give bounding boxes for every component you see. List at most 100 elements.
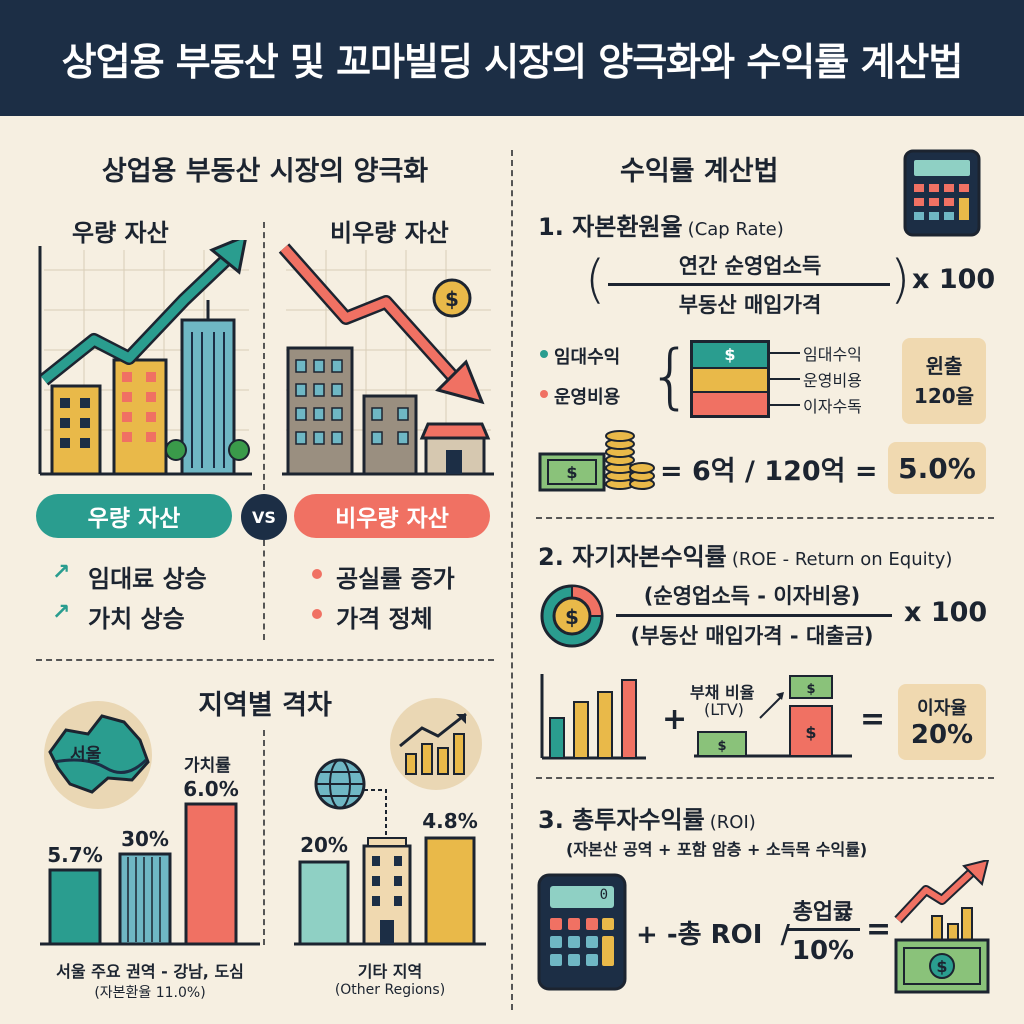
principal-box: 윈출 120을 xyxy=(902,338,986,424)
rising-arrow-icon: ↗ xyxy=(52,600,71,625)
cap-equation: = 6억 / 120억 = xyxy=(660,456,878,487)
other-bar xyxy=(424,836,476,946)
bad-point-2: 가격 정체 xyxy=(336,605,433,633)
roi-title: 3. 총투자수익률 xyxy=(538,806,705,834)
fraction-bar xyxy=(616,614,892,617)
growth-chart-icon xyxy=(390,698,482,790)
bullet-dot-icon xyxy=(312,569,322,579)
regional-divider xyxy=(263,730,265,945)
bad-asset-pill: 비우량 자산 xyxy=(294,494,490,538)
center-divider xyxy=(511,150,513,1010)
other-bar-label: 20% xyxy=(300,833,348,857)
calc-title: 수익률 계산법 xyxy=(620,156,779,187)
equals-sign: = xyxy=(860,702,886,737)
fraction-bar xyxy=(608,283,890,286)
seoul-subcaption: (자본환율 11.0%) xyxy=(94,985,206,1001)
cap-multiplier: x 100 xyxy=(912,264,996,295)
calculator-icon xyxy=(903,149,981,237)
cap-rate-title: 1. 자본환원율 xyxy=(538,213,683,241)
seoul-bar-label: 30% xyxy=(121,827,169,851)
vs-badge: VS xyxy=(241,494,287,540)
other-regions-chart: 20% 4.8% xyxy=(294,758,486,946)
roi-frac-bottom: 10% xyxy=(791,936,855,966)
svg-text:$: $ xyxy=(717,739,726,754)
ltv-label: 부채 비율 xyxy=(690,683,755,702)
polarization-title: 상업용 부동산 시장의 양극화 xyxy=(101,156,429,187)
open-paren: ( xyxy=(585,250,606,310)
roe-multiplier: x 100 xyxy=(904,597,988,628)
brace: { xyxy=(648,335,693,417)
roe-title-en: (ROE - Return on Equity) xyxy=(731,549,953,570)
page-title: 상업용 부동산 및 꼬마빌딩 시장의 양극화와 수익률 계산법 xyxy=(61,39,964,84)
cash-coins-icon: $ xyxy=(538,430,655,492)
coin-pie-icon: $ xyxy=(540,584,604,648)
svg-text:$: $ xyxy=(566,463,577,482)
seoul-map-icon xyxy=(44,701,152,809)
good-bad-divider xyxy=(263,222,265,490)
fraction-bar xyxy=(786,928,860,931)
cap-denominator: 부동산 매입가격 xyxy=(678,293,822,317)
money-growth-icon: $ xyxy=(894,860,990,994)
right-divider-1 xyxy=(536,517,994,519)
rising-arrow-icon: ↗ xyxy=(52,560,71,585)
seoul-caption: 서울 주요 권역 - 강남, 도심 xyxy=(56,962,244,981)
svg-text:$: $ xyxy=(445,287,459,311)
seoul-bar xyxy=(184,802,238,946)
cap-rate-title-en: (Cap Rate) xyxy=(687,219,784,240)
good-point-2: 가치 상승 xyxy=(88,605,185,633)
cap-numerator: 연간 순영업소득 xyxy=(678,254,822,278)
regional-title: 지역별 격차 xyxy=(198,690,332,721)
income-stack: $ xyxy=(690,340,770,418)
seoul-bar-chart: 5.7% 30% 6.0% xyxy=(40,777,260,946)
bad-point-1: 공실률 증가 xyxy=(336,565,455,593)
leader-line xyxy=(770,352,800,354)
leader-line xyxy=(770,404,800,406)
roe-denominator: (부동산 매입가격 - 대출금) xyxy=(630,624,874,648)
stack-label-3: 이자수독 xyxy=(803,397,862,416)
stack-label-2: 운영비용 xyxy=(803,371,862,390)
good-asset-pill: 우량 자산 xyxy=(36,494,232,538)
close-paren: ) xyxy=(890,250,911,310)
ltv-illustration: $ $ $ xyxy=(694,675,852,758)
roi-heading: 3. 총투자수익률 (ROI) xyxy=(538,800,756,835)
interest-rate-box: 이자율 20% xyxy=(898,684,986,760)
other-caption: 기타 지역 xyxy=(357,962,423,981)
svg-text:$: $ xyxy=(936,957,947,976)
legend-rental-income: 임대수익 xyxy=(554,347,621,368)
stack-rental: $ xyxy=(693,343,767,367)
roe-title: 2. 자기자본수익률 xyxy=(538,543,727,571)
roi-formula: + -총 ROI / xyxy=(636,920,790,950)
stack-operating xyxy=(693,367,767,391)
bad-asset-illustration: $ xyxy=(278,243,494,476)
roe-heading: 2. 자기자본수익률 (ROE - Return on Equity) xyxy=(538,537,952,572)
cap-rate-heading: 1. 자본환원율 (Cap Rate) xyxy=(538,207,784,242)
other-subcaption: (Other Regions) xyxy=(334,982,446,998)
cap-result: 5.0% xyxy=(888,442,986,494)
map-label: 서울 xyxy=(70,745,102,765)
legend-dot-coral xyxy=(540,390,548,398)
left-section-divider xyxy=(36,659,494,661)
stack-interest xyxy=(693,391,767,415)
roe-numerator: (순영업소득 - 이자비용) xyxy=(643,584,861,608)
legend-dot-teal xyxy=(540,350,548,358)
leader-line xyxy=(770,378,800,380)
ltv-sub: (LTV) xyxy=(704,700,744,719)
svg-text:$: $ xyxy=(806,682,815,697)
value-rate-label: 가치률 xyxy=(184,756,231,776)
svg-text:$: $ xyxy=(565,605,579,629)
stack-label-1: 임대수익 xyxy=(803,345,862,364)
other-bar-label: 4.8% xyxy=(422,809,477,833)
seoul-bar-label: 5.7% xyxy=(47,843,102,867)
roi-frac-top: 총업큟 xyxy=(792,900,854,925)
title-banner: 상업용 부동산 및 꼬마빌딩 시장의 양극화와 수익률 계산법 xyxy=(0,0,1024,116)
good-asset-label: 우량 자산 xyxy=(72,219,169,247)
interest-rate-value: 20% xyxy=(910,720,974,750)
other-bar xyxy=(298,860,350,946)
roi-title-en: (ROI) xyxy=(709,812,756,833)
interest-rate-label: 이자율 xyxy=(917,698,967,719)
points-divider xyxy=(263,540,265,640)
calc-display: 0 xyxy=(599,887,608,903)
roi-equals: = xyxy=(866,912,892,947)
roi-calculator-icon xyxy=(537,873,627,991)
good-point-1: 임대료 상승 xyxy=(88,565,207,593)
